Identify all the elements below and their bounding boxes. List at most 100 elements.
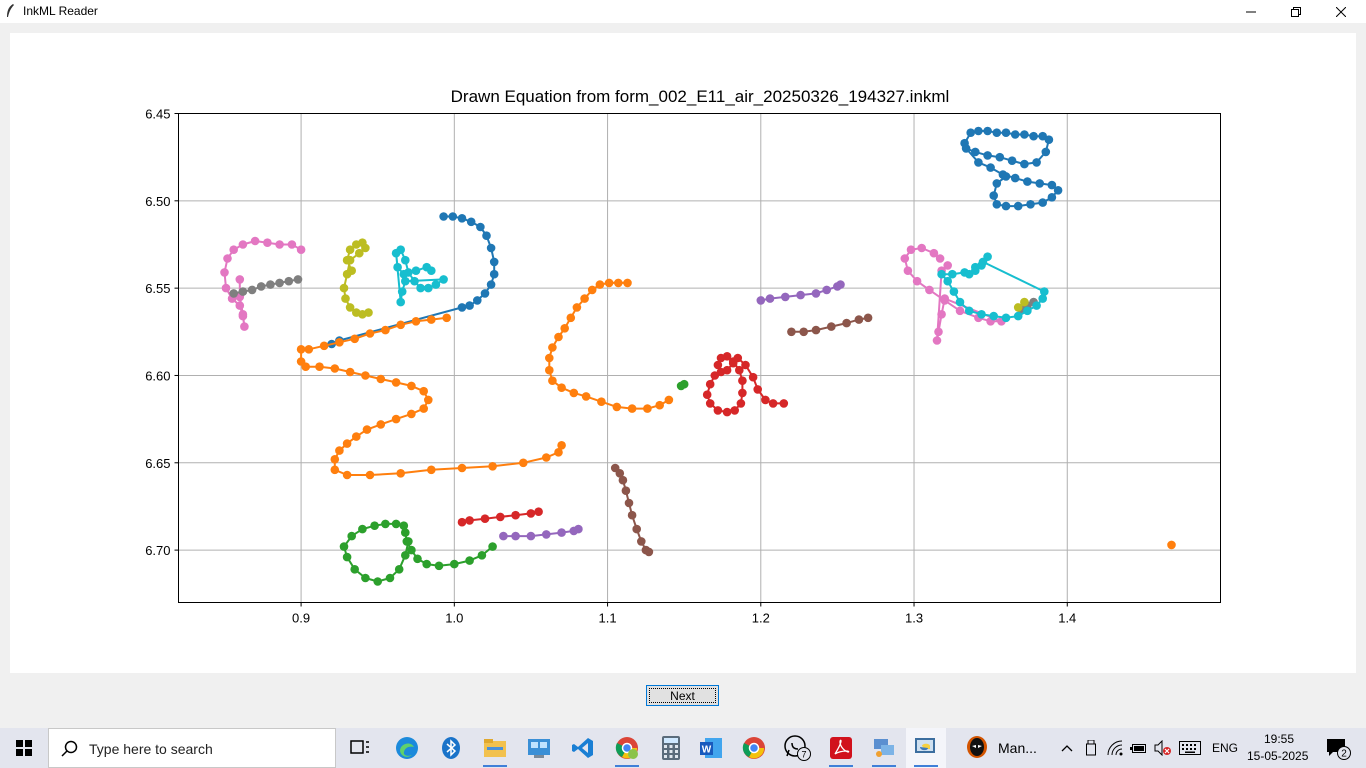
restore-button[interactable] <box>1273 0 1319 23</box>
data-point <box>339 542 349 551</box>
taskbar-whatsapp[interactable]: 7 <box>778 728 818 768</box>
data-point <box>427 465 436 475</box>
taskbar-acrobat[interactable] <box>821 728 861 768</box>
stroke-series <box>391 245 448 307</box>
edge-icon <box>396 737 418 759</box>
data-point <box>347 531 357 541</box>
data-point <box>961 144 971 153</box>
language-indicator[interactable]: ENG <box>1212 741 1239 755</box>
data-point <box>741 360 750 370</box>
usb-drive-icon <box>1086 740 1096 756</box>
data-point <box>655 400 664 410</box>
taskbar-search-box[interactable]: Type here to search <box>48 728 336 768</box>
volume-muted-icon <box>1154 740 1171 756</box>
data-point <box>822 285 831 295</box>
taskbar: Type here to search W 7 <box>0 728 1366 768</box>
taskbar-calculator[interactable] <box>651 728 691 768</box>
data-point <box>811 325 821 335</box>
data-point <box>434 561 444 571</box>
data-point <box>937 310 946 319</box>
tray-keyboard[interactable] <box>1176 728 1204 768</box>
running-indicator <box>483 765 507 767</box>
data-point <box>496 512 505 522</box>
data-point <box>304 345 314 354</box>
data-point <box>1032 158 1041 167</box>
data-point <box>937 269 946 279</box>
stroke-series <box>900 243 1006 345</box>
tray-wifi[interactable] <box>1104 728 1128 768</box>
taskbar-chrome-profile[interactable] <box>607 728 647 768</box>
data-point <box>557 528 566 537</box>
data-point <box>917 243 926 253</box>
stroke-series <box>220 236 306 331</box>
taskbar-control-panel[interactable] <box>519 728 559 768</box>
data-point <box>1001 128 1011 137</box>
data-point <box>424 395 433 405</box>
notification-center-button[interactable]: 2 <box>1318 728 1358 768</box>
data-point <box>519 458 528 468</box>
data-point <box>1041 147 1051 157</box>
data-point <box>761 395 770 405</box>
data-point <box>407 409 416 419</box>
taskbar-chrome[interactable] <box>734 728 774 768</box>
data-point <box>352 432 361 441</box>
tray-volume[interactable] <box>1152 728 1174 768</box>
data-point <box>296 345 306 354</box>
data-point <box>679 379 689 389</box>
show-hidden-icons-button[interactable] <box>1055 728 1079 768</box>
stroke-series <box>787 313 873 337</box>
taskbar-running-app[interactable]: Man... <box>960 728 1044 768</box>
data-point <box>401 255 410 265</box>
data-point <box>554 448 563 457</box>
next-button[interactable]: Next <box>646 685 719 706</box>
clock-date[interactable]: 15-05-2025 <box>1247 749 1309 763</box>
running-indicator <box>829 765 853 767</box>
data-point <box>393 262 402 272</box>
title-bar: InkML Reader <box>0 0 1366 23</box>
chevron-up-icon <box>1061 745 1073 752</box>
taskbar-vscode[interactable] <box>563 728 603 768</box>
data-point <box>618 475 628 485</box>
data-point <box>275 278 284 288</box>
taskbar-word[interactable]: W <box>691 728 731 768</box>
clock-time[interactable]: 19:55 <box>1264 732 1295 746</box>
data-point <box>345 245 355 254</box>
tray-battery[interactable] <box>1128 728 1150 768</box>
data-point <box>238 287 248 296</box>
start-button[interactable] <box>0 728 48 768</box>
data-point <box>1007 156 1017 165</box>
data-point <box>345 367 355 377</box>
task-view-button[interactable] <box>340 728 380 768</box>
y-tick-label: 6.45 <box>145 107 170 122</box>
stroke-series <box>457 507 543 527</box>
data-point <box>499 531 508 541</box>
data-point <box>419 386 429 396</box>
data-point <box>955 306 965 316</box>
minimize-button[interactable] <box>1228 0 1274 23</box>
data-point <box>391 414 401 424</box>
taskbar-network-app[interactable] <box>864 728 904 768</box>
close-button[interactable] <box>1318 0 1364 23</box>
data-point <box>595 280 605 289</box>
data-point <box>768 399 778 408</box>
data-point <box>396 320 406 330</box>
data-point <box>787 327 796 337</box>
data-point <box>992 179 1002 188</box>
taskbar-edge[interactable] <box>387 728 427 768</box>
data-point <box>342 552 352 562</box>
data-point <box>293 275 303 284</box>
taskbar-bluetooth[interactable] <box>431 728 471 768</box>
notification-icon: 2 <box>1327 739 1351 760</box>
data-point <box>971 262 980 272</box>
whatsapp-badge: 7 <box>801 750 806 760</box>
data-point <box>526 531 536 541</box>
whatsapp-icon: 7 <box>784 735 811 761</box>
taskbar-file-explorer[interactable] <box>475 728 515 768</box>
y-tick-label: 6.50 <box>145 194 170 209</box>
tray-usb[interactable] <box>1080 728 1102 768</box>
stroke-series <box>339 519 497 586</box>
data-point <box>604 278 614 288</box>
taskbar-python[interactable] <box>906 728 946 768</box>
data-point <box>488 462 497 471</box>
data-point <box>971 147 980 157</box>
